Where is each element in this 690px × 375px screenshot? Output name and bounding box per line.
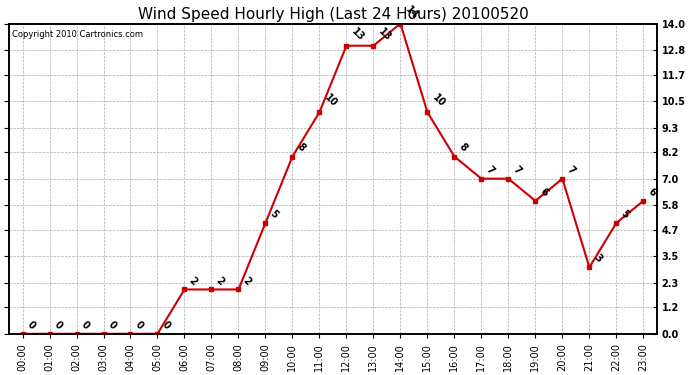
Text: 0: 0 <box>160 319 172 331</box>
Text: 5: 5 <box>619 209 631 220</box>
Text: 7: 7 <box>511 164 523 176</box>
Text: 3: 3 <box>592 253 604 264</box>
Text: 0: 0 <box>26 319 37 331</box>
Text: 8: 8 <box>295 142 307 154</box>
Text: 0: 0 <box>79 319 91 331</box>
Text: 2: 2 <box>187 275 199 287</box>
Title: Wind Speed Hourly High (Last 24 Hours) 20100520: Wind Speed Hourly High (Last 24 Hours) 2… <box>137 8 529 22</box>
Text: 2: 2 <box>215 275 226 287</box>
Text: 13: 13 <box>376 26 393 43</box>
Text: 0: 0 <box>133 319 145 331</box>
Text: 14: 14 <box>403 4 420 21</box>
Text: 5: 5 <box>268 209 280 220</box>
Text: 7: 7 <box>484 164 496 176</box>
Text: 10: 10 <box>322 93 339 110</box>
Text: 0: 0 <box>52 319 64 331</box>
Text: 7: 7 <box>565 164 577 176</box>
Text: 8: 8 <box>457 142 469 154</box>
Text: 13: 13 <box>349 26 366 43</box>
Text: 6: 6 <box>538 186 550 198</box>
Text: 6: 6 <box>646 186 658 198</box>
Text: 2: 2 <box>241 275 253 287</box>
Text: 10: 10 <box>430 93 447 110</box>
Text: 0: 0 <box>106 319 118 331</box>
Text: Copyright 2010 Cartronics.com: Copyright 2010 Cartronics.com <box>12 30 144 39</box>
